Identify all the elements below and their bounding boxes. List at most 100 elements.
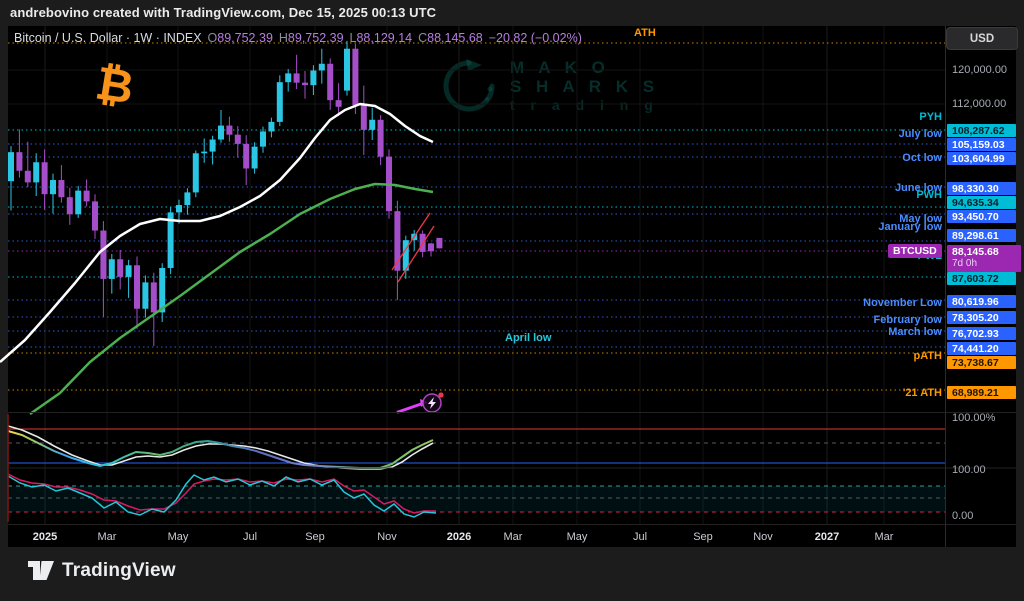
- candle-body: [302, 82, 308, 86]
- candle-body: [159, 267, 166, 313]
- level-price-box-june-low[interactable]: 98,330.30: [947, 182, 1016, 195]
- watermark-line-1: M A K O: [510, 57, 610, 77]
- candle-body: [369, 119, 376, 130]
- candle-body: [50, 180, 56, 195]
- currency-usd-button[interactable]: USD: [946, 27, 1018, 50]
- candle-body: [402, 240, 409, 271]
- level-price-box-march-low[interactable]: 76,702.93: [947, 327, 1016, 340]
- level-label-may-low: May low: [899, 213, 942, 225]
- time-axis-label-2027[interactable]: 2027: [814, 531, 840, 543]
- open-label: O: [207, 31, 218, 45]
- level-price-box-april-low[interactable]: 74,441.20: [947, 342, 1016, 355]
- candle-body: [428, 243, 434, 252]
- low-label: L: [349, 31, 357, 45]
- candle-body: [75, 190, 82, 215]
- time-axis-label-nov[interactable]: Nov: [753, 531, 773, 543]
- chart-annotation-ath: ATH: [634, 27, 656, 39]
- price-tick[interactable]: 120,000.00: [952, 64, 1008, 76]
- red-wedge-drawing[interactable]: [391, 212, 435, 283]
- candles: [8, 40, 443, 347]
- level-price-box-oct-low[interactable]: 103,604.99: [947, 152, 1016, 165]
- level-label-path: pATH: [913, 350, 942, 362]
- candle-body: [394, 211, 401, 271]
- candle-body: [150, 282, 157, 313]
- candle-body: [260, 131, 266, 147]
- candle-body: [192, 153, 199, 193]
- high-value: 89,752.39: [287, 31, 344, 45]
- time-axis-label-may[interactable]: May: [167, 531, 189, 543]
- time-axis-label-may[interactable]: May: [566, 531, 588, 543]
- level-price-box-pwh[interactable]: 94,635.34: [947, 196, 1016, 209]
- price-tick[interactable]: 0.00: [952, 510, 974, 522]
- candle-body: [8, 152, 14, 182]
- candle-body: [436, 237, 443, 249]
- white-ma-line: [0, 102, 434, 363]
- candle-body: [24, 170, 31, 183]
- level-label-february-low: February low: [873, 314, 942, 326]
- candle-body: [142, 282, 149, 309]
- time-axis-label-mar[interactable]: Mar: [874, 531, 894, 543]
- pane-stochastic: [7, 473, 945, 518]
- candle-body: [125, 265, 132, 277]
- stoch-cyan-line: [7, 474, 437, 518]
- time-axis-label-mar[interactable]: Mar: [97, 531, 117, 543]
- time-axis-label-nov[interactable]: Nov: [377, 531, 397, 543]
- candle-body: [201, 151, 208, 154]
- time-axis-label-2025[interactable]: 2025: [32, 531, 58, 543]
- candle-body: [352, 48, 359, 106]
- level-lines: [8, 42, 945, 391]
- level-price-box-pwl[interactable]: 87,603.72: [947, 272, 1016, 285]
- candle-body: [293, 73, 300, 83]
- notification-dot: [438, 392, 444, 398]
- time-axis-label-jul[interactable]: Jul: [632, 531, 648, 543]
- level-price-box-july-low[interactable]: 105,159.03: [947, 138, 1016, 151]
- level-price-box-path[interactable]: 73,738.67: [947, 356, 1016, 369]
- candle-body: [218, 125, 224, 140]
- candle-body: [318, 63, 325, 71]
- level-price-box-november-low[interactable]: 80,619.96: [947, 295, 1016, 308]
- oscillator-gradient-line: [7, 430, 434, 469]
- change-value: −20.82 (−0.02%): [488, 31, 582, 45]
- level-price-box-pyh[interactable]: 108,287.62: [947, 124, 1016, 137]
- time-axis-label-2026[interactable]: 2026: [446, 531, 472, 543]
- candle-body: [344, 48, 350, 91]
- candle-body: [58, 180, 65, 198]
- candle-body: [335, 100, 342, 107]
- level-price-box-january-low[interactable]: 89,298.61: [947, 229, 1016, 242]
- mako-sharks-watermark: M A K O S H A R K S t r a d i n g: [438, 55, 659, 117]
- level-price-box-may-low[interactable]: 93,450.70: [947, 210, 1016, 223]
- green-ma-line: [29, 182, 434, 416]
- symbol-header[interactable]: Bitcoin / U.S. Dollar · 1W · INDEX O 89,75…: [14, 31, 582, 45]
- time-axis-label-jul[interactable]: Jul: [242, 531, 258, 543]
- stoch-magenta-line: [7, 473, 436, 514]
- symbol-title[interactable]: Bitcoin / U.S. Dollar · 1W · INDEX: [14, 31, 202, 45]
- attribution-text: andrebovino created with TradingView.com…: [10, 5, 437, 20]
- price-tick[interactable]: 112,000.00: [952, 98, 1007, 110]
- low-value: 88,129.14: [356, 31, 413, 45]
- price-tick[interactable]: 100.00: [952, 464, 986, 476]
- candle-body: [167, 212, 174, 268]
- candle-body: [268, 121, 275, 132]
- level-price-box--21-ath[interactable]: 68,989.21: [947, 386, 1016, 399]
- level-label-pyh: PYH: [919, 111, 942, 123]
- time-axis-label-mar[interactable]: Mar: [503, 531, 523, 543]
- bar-countdown: 7d 0h: [952, 258, 978, 269]
- level-label--21-ath: '21 ATH: [902, 387, 942, 399]
- candle-body: [276, 82, 283, 122]
- candle-body: [234, 134, 241, 144]
- candle-body: [285, 73, 292, 83]
- tradingview-wordmark: TradingView: [62, 560, 176, 581]
- level-label-july-low: July low: [898, 128, 942, 140]
- candle-body: [33, 162, 40, 183]
- tradingview-attribution[interactable]: TradingView: [28, 560, 176, 582]
- level-label-november-low: November Low: [863, 297, 942, 309]
- idea-marker[interactable]: [396, 392, 444, 414]
- price-tick[interactable]: 100.00%: [952, 412, 996, 424]
- chart-annotation-april-low: April low: [505, 332, 552, 344]
- time-axis-label-sep[interactable]: Sep: [693, 531, 713, 543]
- level-price-box-february-low[interactable]: 78,305.20: [947, 311, 1016, 324]
- time-axis-label-sep[interactable]: Sep: [305, 531, 325, 543]
- candle-body: [243, 143, 250, 169]
- level-label-june-low: June low: [894, 182, 942, 194]
